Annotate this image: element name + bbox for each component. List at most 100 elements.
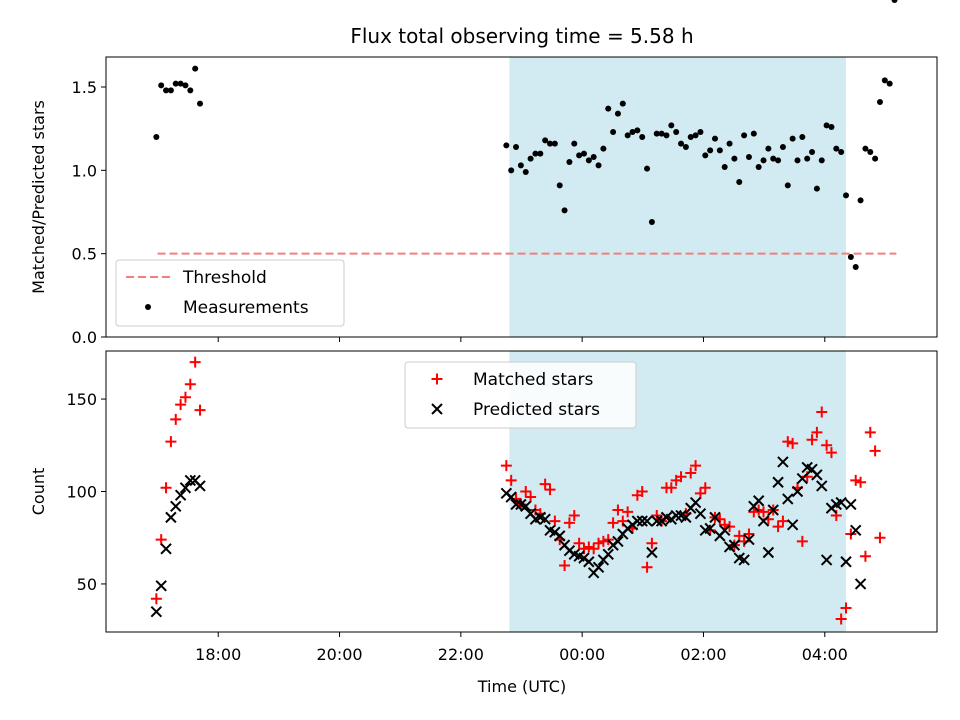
measurement-point bbox=[852, 264, 859, 270]
measurement-point bbox=[843, 192, 850, 199]
measurement-point bbox=[755, 164, 762, 170]
predicted-stars-point bbox=[592, 561, 605, 574]
matched-stars-point bbox=[646, 537, 658, 549]
measurement-point bbox=[172, 80, 179, 87]
measurement-point bbox=[585, 157, 592, 164]
predicted-stars-point bbox=[811, 469, 823, 481]
predicted-stars-point bbox=[689, 496, 702, 509]
measurement-point bbox=[682, 144, 689, 150]
measurement-point bbox=[789, 135, 796, 142]
matched-stars-point bbox=[573, 537, 585, 549]
predicted-stars-point bbox=[743, 533, 755, 546]
matched-stars-point bbox=[155, 534, 167, 546]
measurement-point bbox=[799, 134, 806, 140]
measurement-point bbox=[590, 154, 597, 160]
measurement-point bbox=[648, 219, 655, 225]
predicted-stars-point bbox=[845, 498, 857, 511]
predicted-stars-point bbox=[184, 474, 197, 487]
measurement-point bbox=[595, 162, 602, 169]
predicted-stars-point bbox=[718, 524, 731, 537]
matched-stars-point bbox=[651, 510, 663, 522]
matched-stars-point bbox=[505, 474, 517, 486]
measurement-point bbox=[517, 162, 524, 169]
matched-stars-point bbox=[699, 482, 711, 494]
predicted-stars-point bbox=[850, 524, 862, 537]
measurement-point bbox=[527, 155, 534, 162]
y-axis-label: Count bbox=[29, 468, 48, 516]
matched-stars-point bbox=[612, 504, 624, 516]
measurement-point bbox=[513, 144, 520, 150]
matched-stars-point bbox=[544, 484, 556, 496]
ratio-panel: 0.0 0.5 1.0 1.5 Matched/Predicted stars Thres… bbox=[29, 0, 938, 347]
measurement-point bbox=[813, 185, 820, 192]
matched-stars-point bbox=[607, 517, 619, 529]
predicted-stars-point bbox=[694, 507, 707, 520]
measurement-point bbox=[804, 155, 811, 162]
measurement-point bbox=[508, 167, 515, 174]
plot-frame bbox=[105, 56, 938, 338]
measurement-point bbox=[542, 137, 549, 144]
predicted-stars-point bbox=[728, 539, 741, 551]
predicted-stars-point bbox=[651, 515, 663, 527]
matched-stars-point bbox=[549, 515, 561, 527]
y-axis-label: Matched/Predicted stars bbox=[29, 100, 48, 294]
predicted-stars-point bbox=[786, 519, 799, 531]
measurement-point bbox=[687, 134, 694, 140]
predicted-stars-point bbox=[636, 515, 648, 527]
predicted-stars-point bbox=[782, 493, 794, 505]
measurement-point bbox=[833, 145, 840, 152]
matched-stars-point bbox=[743, 528, 755, 540]
matched-stars-point bbox=[593, 537, 605, 549]
measurement-point bbox=[580, 150, 587, 157]
predicted-stars-point bbox=[510, 498, 522, 511]
measurement-point bbox=[600, 145, 607, 152]
predicted-stars-point bbox=[602, 548, 614, 561]
measurement-point bbox=[532, 150, 539, 157]
measurement-point bbox=[794, 157, 801, 164]
measurement-point bbox=[876, 99, 883, 105]
x-tick-label: 20:00 bbox=[316, 645, 362, 664]
legend-box bbox=[115, 259, 345, 327]
measurement-point bbox=[707, 147, 714, 154]
predicted-stars-point bbox=[505, 491, 517, 503]
measurement-point bbox=[678, 140, 685, 147]
predicted-stars-point bbox=[835, 496, 847, 509]
measurement-point bbox=[197, 100, 204, 107]
matched-stars-point bbox=[184, 378, 196, 390]
measurement-point bbox=[614, 110, 621, 117]
measurement-point bbox=[192, 65, 199, 72]
observing-span bbox=[509, 57, 847, 337]
predicted-stars-point bbox=[174, 489, 187, 501]
measurement-point bbox=[576, 152, 583, 159]
measurement-point bbox=[639, 134, 646, 140]
predicted-stars-point bbox=[680, 511, 692, 524]
predicted-stars-point bbox=[670, 509, 682, 522]
measurement-point bbox=[750, 130, 757, 137]
matched-stars-point bbox=[690, 460, 702, 472]
legend-matched-label: Matched stars bbox=[473, 370, 593, 390]
matched-stars-point bbox=[772, 521, 784, 533]
matched-stars-point bbox=[821, 439, 833, 451]
matched-stars-point bbox=[694, 487, 706, 499]
predicted-stars-point bbox=[772, 476, 784, 488]
measurement-point bbox=[177, 80, 184, 87]
y-tick-label: 100 bbox=[66, 483, 97, 502]
measurement-point bbox=[809, 149, 816, 155]
measurement-point bbox=[610, 129, 617, 135]
legend-threshold-label: Threshold bbox=[182, 268, 267, 288]
measurement-point bbox=[692, 132, 699, 139]
matched-stars-point bbox=[855, 476, 867, 488]
legend-measurements-marker bbox=[145, 304, 151, 310]
matched-stars-point bbox=[597, 535, 609, 547]
predicted-stars-point bbox=[757, 515, 770, 527]
measurement-point bbox=[741, 132, 748, 139]
matched-stars-point bbox=[500, 460, 512, 472]
legend-box bbox=[404, 361, 637, 429]
matched-stars-point bbox=[568, 510, 580, 522]
matched-stars-point bbox=[806, 434, 818, 446]
measurement-point bbox=[556, 182, 563, 189]
measurement-point bbox=[182, 82, 189, 89]
predicted-stars-point bbox=[583, 556, 595, 568]
measurement-point bbox=[891, 0, 898, 3]
measurement-point bbox=[551, 140, 558, 147]
